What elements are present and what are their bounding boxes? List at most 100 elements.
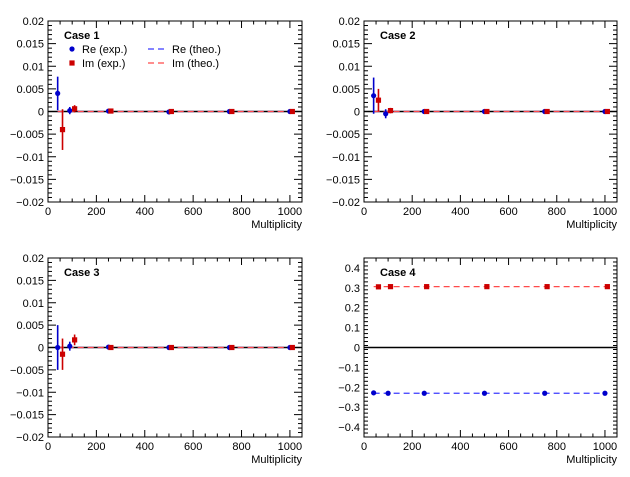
y-tick-label: 0.01 bbox=[23, 298, 44, 310]
x-axis-label: Multiplicity bbox=[566, 219, 617, 231]
x-tick-label: 0 bbox=[361, 206, 367, 218]
x-tick-label: 200 bbox=[403, 441, 421, 453]
x-tick-label: 200 bbox=[87, 206, 105, 218]
chart-panel-2: 0 200 400 600 800 1000 −0.02 −0.015 −0.01 −0.005 0… bbox=[326, 16, 618, 231]
x-tick-label: 800 bbox=[548, 441, 566, 453]
y-tick-label: 0 bbox=[38, 107, 44, 119]
y-tick-label: 0.3 bbox=[345, 283, 360, 295]
data-point-im-exp bbox=[168, 108, 174, 115]
data-point-im-exp bbox=[604, 108, 610, 115]
panel-title: Case 2 bbox=[380, 30, 415, 42]
legend-marker-re-exp bbox=[69, 46, 75, 52]
data-point-im-exp bbox=[229, 344, 235, 351]
y-tick-label: −0.1 bbox=[338, 362, 360, 374]
x-tick-label: 0 bbox=[361, 441, 367, 453]
x-tick-label: 600 bbox=[499, 206, 517, 218]
y-tick-label: 0.2 bbox=[345, 303, 360, 315]
y-tick-label: 0.1 bbox=[345, 323, 360, 335]
y-tick-label: −0.005 bbox=[326, 129, 360, 141]
x-tick-label: 1000 bbox=[593, 206, 617, 218]
data-point-im-exp bbox=[375, 97, 382, 103]
x-tick-label: 600 bbox=[499, 441, 517, 453]
y-tick-label: 0.01 bbox=[23, 61, 44, 73]
legend-marker-im-exp bbox=[69, 60, 75, 66]
y-tick-label: −0.02 bbox=[16, 197, 44, 209]
data-point-im-exp bbox=[72, 106, 78, 112]
y-tick-label: −0.3 bbox=[338, 402, 360, 414]
data-point-im-exp bbox=[544, 284, 550, 290]
y-tick-label: 0.02 bbox=[339, 16, 360, 28]
x-axis-label: Multiplicity bbox=[251, 454, 302, 466]
panel-title: Case 1 bbox=[64, 30, 99, 42]
data-point-im-exp bbox=[484, 284, 490, 290]
data-point-re-exp bbox=[542, 390, 548, 396]
data-point-im-exp bbox=[108, 108, 114, 114]
data-point-im-exp bbox=[387, 107, 394, 114]
x-tick-label: 400 bbox=[136, 206, 154, 218]
x-tick-label: 200 bbox=[87, 441, 105, 453]
data-point-re-exp bbox=[55, 90, 61, 96]
y-tick-label: 0.02 bbox=[23, 253, 44, 265]
data-point-re-exp bbox=[481, 390, 488, 396]
y-tick-label: 0.01 bbox=[339, 61, 360, 73]
x-tick-label: 0 bbox=[45, 206, 51, 218]
data-point-im-exp bbox=[108, 344, 114, 351]
x-axis-label: Multiplicity bbox=[251, 219, 302, 231]
y-tick-label: −0.01 bbox=[16, 152, 44, 164]
x-tick-label: 600 bbox=[184, 206, 202, 218]
legend-label-im-exp: Im (exp.) bbox=[82, 58, 125, 70]
legend: Re (exp.) Im (exp.) Re (theo.) Im (theo.) bbox=[69, 44, 221, 70]
y-tick-label: 0.015 bbox=[332, 39, 360, 51]
data-point-im-exp bbox=[375, 284, 382, 290]
legend-label-re-exp: Re (exp.) bbox=[82, 44, 127, 56]
y-tick-label: −0.02 bbox=[16, 432, 44, 444]
y-tick-label: −0.02 bbox=[332, 197, 360, 209]
y-tick-label: 0.015 bbox=[16, 39, 44, 51]
data-point-re-exp bbox=[67, 343, 73, 349]
y-tick-label: 0 bbox=[354, 107, 360, 119]
x-tick-label: 1000 bbox=[278, 441, 302, 453]
x-tick-label: 400 bbox=[451, 441, 469, 453]
y-tick-label: −0.005 bbox=[10, 129, 44, 141]
data-point-im-exp bbox=[289, 344, 295, 351]
data-point-im-exp bbox=[484, 108, 490, 115]
y-tick-label: 0.005 bbox=[332, 84, 360, 96]
data-point-re-exp bbox=[602, 390, 608, 396]
y-tick-label: −0.015 bbox=[10, 410, 44, 422]
x-tick-label: 1000 bbox=[593, 441, 617, 453]
chart-panel-4: 0 200 400 600 800 1000 −0.4 −0.3 −0.2 −0.1 0 0.1 0.2… bbox=[338, 257, 618, 466]
panel-title: Case 3 bbox=[64, 267, 99, 279]
panel-title: Case 4 bbox=[380, 267, 416, 279]
data-point-im-exp bbox=[59, 127, 66, 133]
y-tick-label: 0 bbox=[38, 343, 44, 355]
data-point-re-exp bbox=[371, 390, 377, 396]
y-tick-label: 0.02 bbox=[23, 16, 44, 28]
data-point-im-exp bbox=[72, 337, 78, 343]
data-point-re-exp bbox=[383, 111, 389, 117]
legend-label-im-theo: Im (theo.) bbox=[172, 58, 219, 70]
x-tick-label: 1000 bbox=[278, 206, 302, 218]
y-tick-label: −0.015 bbox=[326, 174, 360, 186]
x-tick-label: 600 bbox=[184, 441, 202, 453]
data-point-im-exp bbox=[544, 108, 550, 115]
x-tick-label: 400 bbox=[451, 206, 469, 218]
x-tick-label: 800 bbox=[232, 441, 250, 453]
data-point-im-exp bbox=[168, 344, 174, 351]
data-point-im-exp bbox=[59, 351, 66, 357]
data-point-im-exp bbox=[604, 284, 610, 290]
x-axis-label: Multiplicity bbox=[566, 454, 617, 466]
y-tick-label: −0.005 bbox=[10, 365, 44, 377]
y-tick-label: −0.2 bbox=[338, 382, 360, 394]
y-tick-label: −0.4 bbox=[338, 422, 360, 434]
x-tick-label: 200 bbox=[403, 206, 421, 218]
data-point-im-exp bbox=[424, 284, 430, 290]
data-point-re-exp bbox=[371, 93, 377, 99]
y-tick-label: −0.015 bbox=[10, 174, 44, 186]
data-point-im-exp bbox=[289, 108, 295, 115]
x-tick-label: 800 bbox=[232, 206, 250, 218]
legend-label-re-theo: Re (theo.) bbox=[172, 44, 221, 56]
data-point-re-exp bbox=[55, 344, 61, 351]
x-tick-label: 800 bbox=[548, 206, 566, 218]
